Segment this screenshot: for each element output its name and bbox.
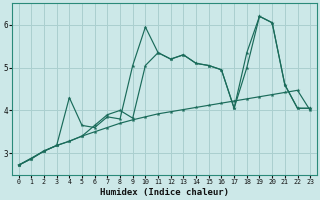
X-axis label: Humidex (Indice chaleur): Humidex (Indice chaleur) (100, 188, 229, 197)
